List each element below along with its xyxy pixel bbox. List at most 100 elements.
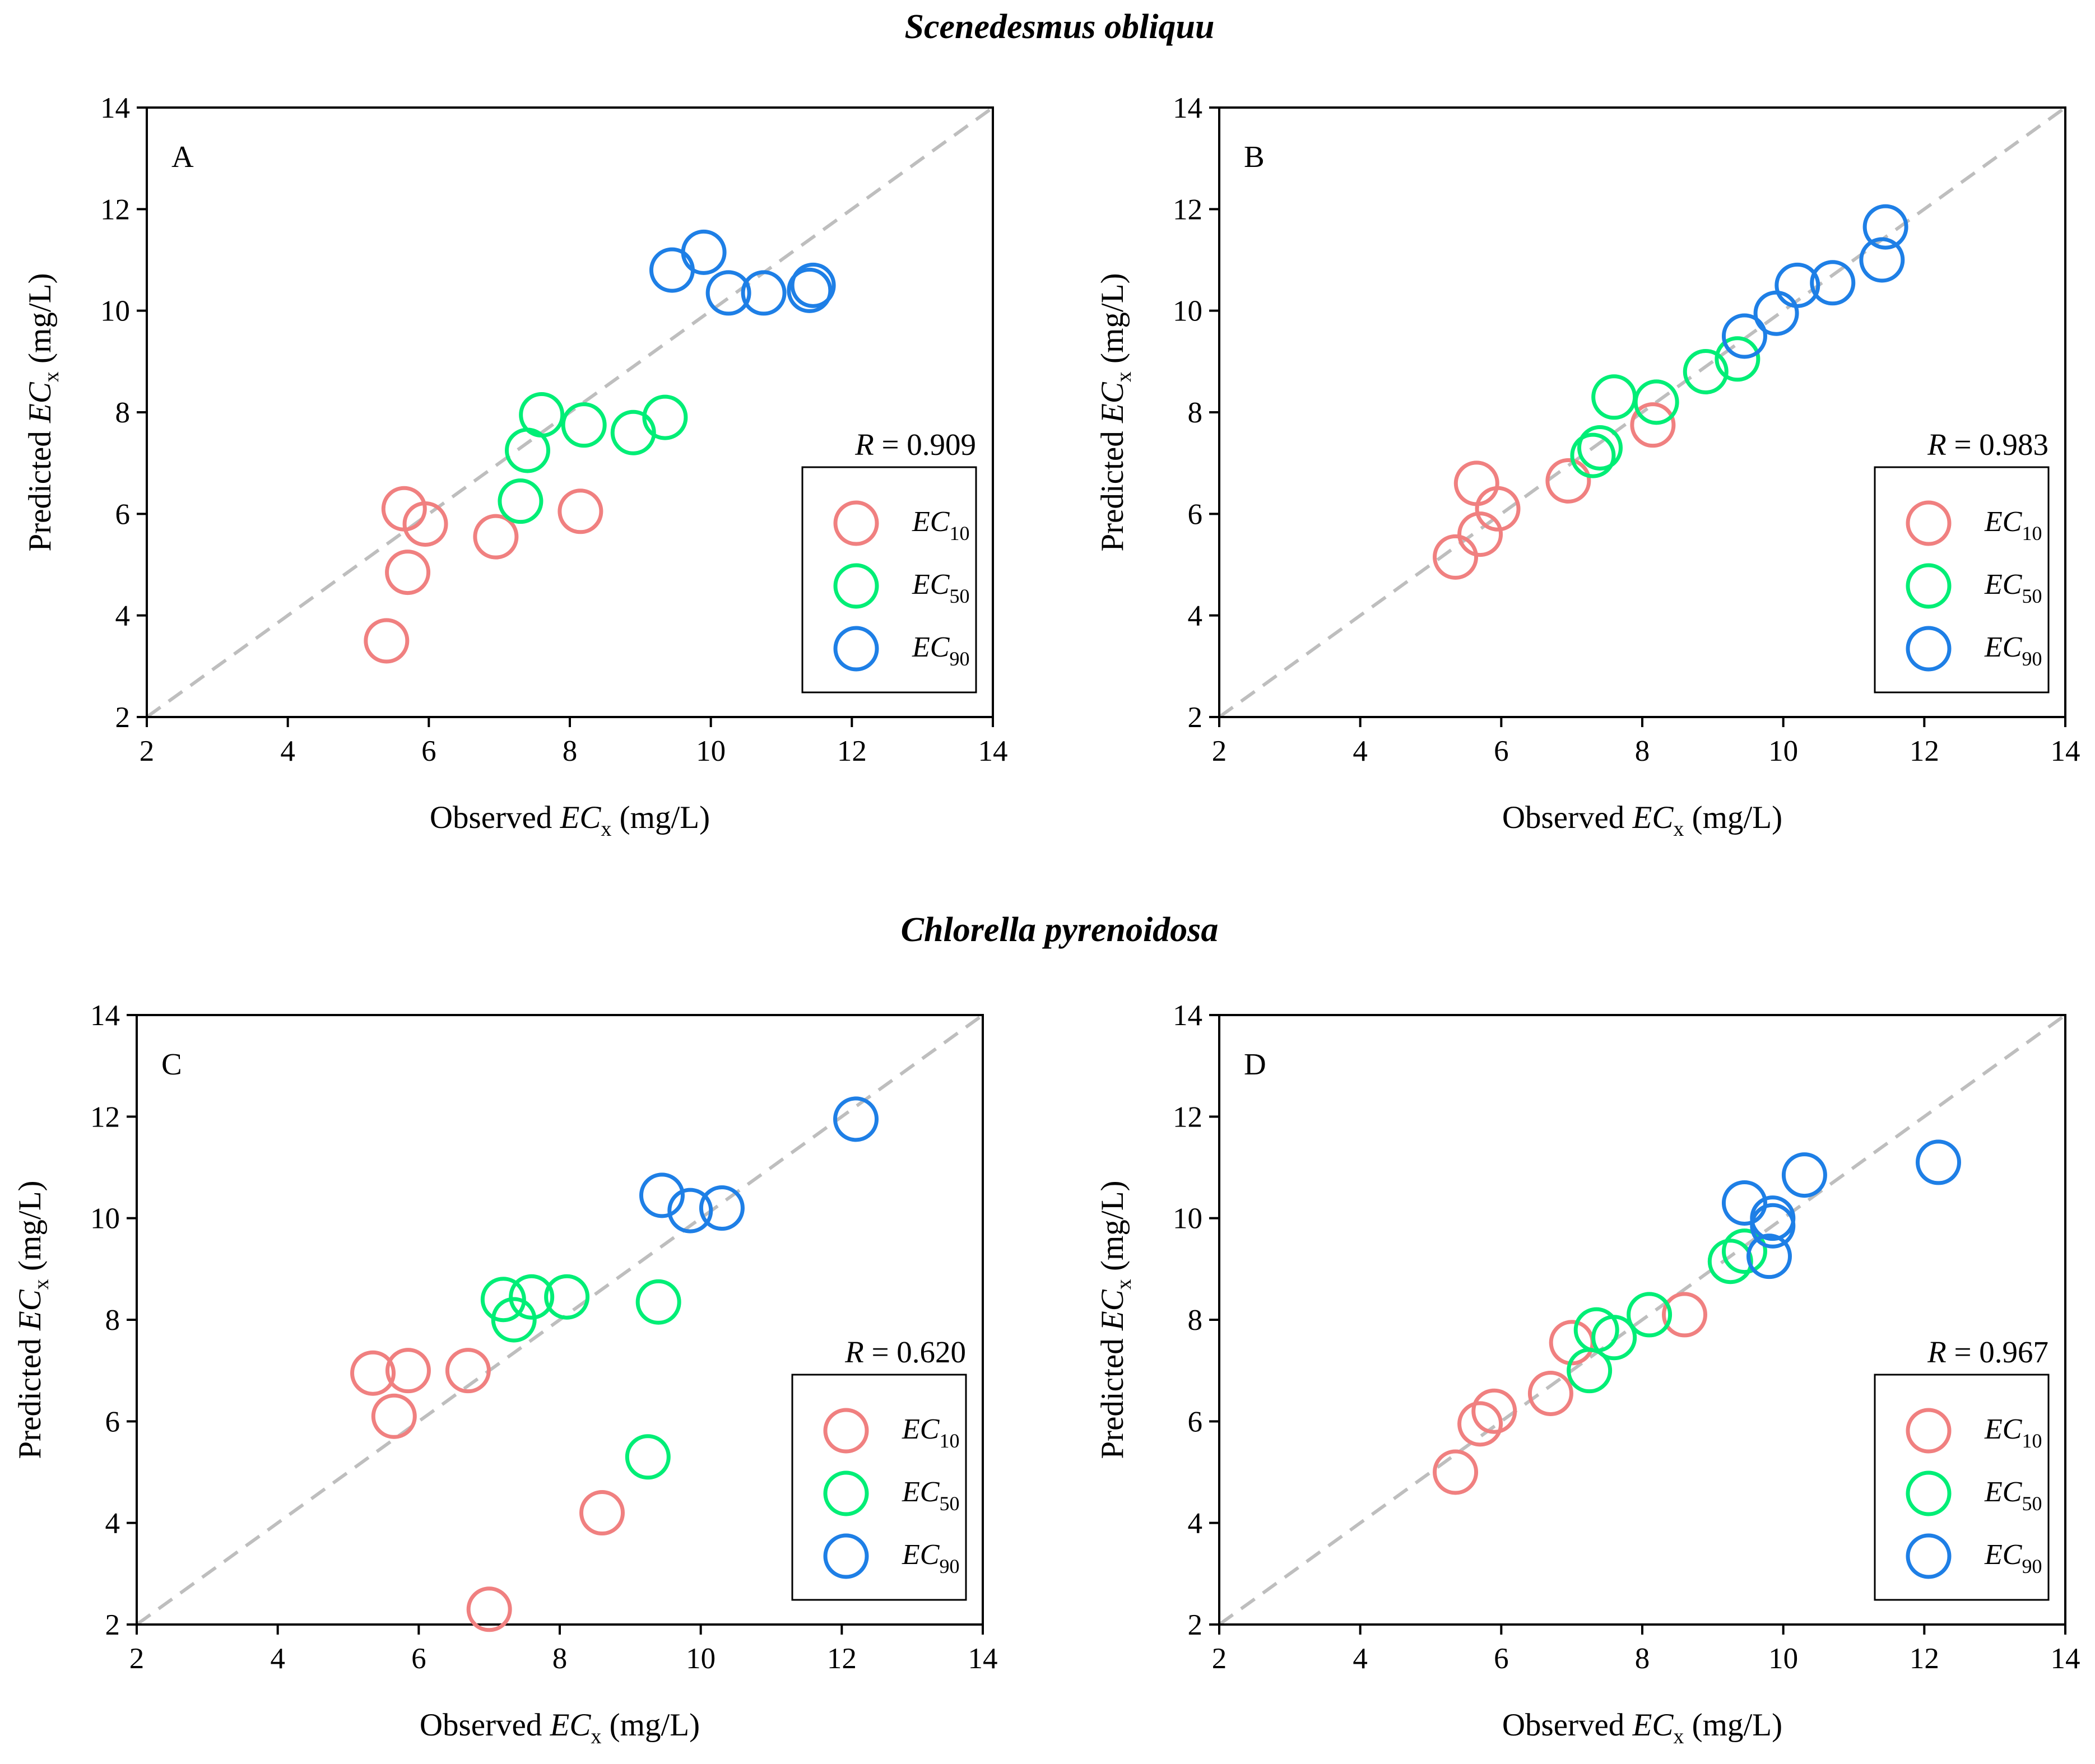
y-tick-label: 6 xyxy=(1188,498,1203,530)
legend-marker-ec90 xyxy=(823,1533,869,1579)
panel-letter: B xyxy=(1244,139,1265,174)
species-title-top: Scenedesmus obliquu xyxy=(905,8,1215,46)
data-point-ec90 xyxy=(705,270,751,316)
r-label: R xyxy=(844,1335,864,1369)
y-tick-label: 10 xyxy=(1173,295,1202,328)
x-axis-label: Observed ECx (mg/L) xyxy=(420,1707,700,1748)
r-label: R xyxy=(854,427,874,462)
y-tick-label: 2 xyxy=(1188,701,1203,734)
y-axis-label-unit: (mg/L) xyxy=(1095,273,1130,371)
y-tick-label: 6 xyxy=(1188,1405,1203,1438)
y-axis-label-ec: EC xyxy=(12,1289,48,1331)
data-point-ec90 xyxy=(639,1172,685,1218)
legend-box xyxy=(801,466,977,694)
x-axis-label-ec: EC xyxy=(1632,1707,1674,1743)
data-point-ec10 xyxy=(1630,402,1676,448)
y-axis-label-subscript: x xyxy=(1112,1279,1136,1290)
legend-label-subscript: 90 xyxy=(2022,648,2042,670)
data-point-ec90 xyxy=(1916,1139,1961,1185)
data-point-ec10 xyxy=(385,550,431,595)
y-axis-label-unit: (mg/L) xyxy=(22,273,58,371)
diagonal-reference-line xyxy=(1218,1013,2066,1626)
y-tick-label: 12 xyxy=(90,1101,120,1133)
series-ec50: EC50 xyxy=(1570,336,2042,609)
data-point-ec90 xyxy=(741,270,787,316)
legend-marker-ec90 xyxy=(833,626,879,672)
y-axis-label: Predicted ECx (mg/L) xyxy=(22,273,63,551)
r-value: R = 0.983 xyxy=(1927,427,2048,462)
x-tick-label: 4 xyxy=(1353,1642,1368,1675)
x-axis-label-unit: (mg/L) xyxy=(611,800,710,835)
data-point-ec10 xyxy=(350,1350,396,1396)
y-tick-label: 2 xyxy=(105,1609,120,1641)
x-tick-label: 8 xyxy=(1635,735,1650,767)
data-point-ec90 xyxy=(1721,1180,1767,1226)
panel-letter: D xyxy=(1244,1047,1266,1081)
series-ec10: EC10 xyxy=(364,486,969,664)
data-point-ec90 xyxy=(1753,290,1799,336)
legend-label-ec: EC xyxy=(1984,1413,2023,1445)
data-point-ec90 xyxy=(1775,262,1820,308)
x-axis-label-ec: EC xyxy=(560,800,602,835)
y-tick-label: 2 xyxy=(1188,1609,1203,1641)
legend-label-ec: EC xyxy=(902,1539,940,1571)
y-tick-label: 10 xyxy=(100,295,130,328)
x-tick-label: 2 xyxy=(1212,735,1227,767)
data-point-ec90 xyxy=(1746,1234,1792,1279)
y-axis-label-subscript: x xyxy=(1112,371,1136,382)
legend-label-ec: EC xyxy=(1984,631,2023,663)
r-number: = 0.983 xyxy=(1947,427,2048,462)
x-axis-label-ec: EC xyxy=(550,1707,592,1743)
y-axis-label-unit: (mg/L) xyxy=(12,1180,48,1279)
data-point-ec50 xyxy=(1627,1292,1673,1338)
data-point-ec50 xyxy=(1721,1228,1767,1274)
legend-marker-ec10 xyxy=(1906,500,1952,546)
legend-box xyxy=(1874,1374,2050,1601)
legend-marker-ec50 xyxy=(833,563,879,609)
legend-marker-ec50 xyxy=(823,1470,869,1516)
legend-label-subscript: 50 xyxy=(2022,585,2042,607)
data-point-ec10 xyxy=(558,488,603,534)
data-point-ec50 xyxy=(1707,1239,1753,1284)
y-axis-label: Predicted ECx (mg/L) xyxy=(1095,273,1136,551)
x-axis-label-subscript: x xyxy=(1673,817,1684,841)
y-axis-label-text: Predicted xyxy=(22,423,58,552)
y-axis-label-ec: EC xyxy=(1095,1289,1130,1331)
y-tick-label: 12 xyxy=(1173,1101,1202,1133)
legend-label-ec90: EC90 xyxy=(912,631,969,670)
x-axis-label-subscript: x xyxy=(1673,1725,1684,1748)
y-tick-label: 12 xyxy=(100,193,130,226)
data-point-ec10 xyxy=(1475,486,1521,532)
x-tick-label: 6 xyxy=(411,1642,426,1675)
x-tick-label: 10 xyxy=(686,1642,716,1675)
y-tick-label: 8 xyxy=(1188,1304,1203,1337)
legend-label-ec10: EC10 xyxy=(1984,1413,2042,1452)
data-point-ec90 xyxy=(649,247,695,293)
x-axis-label-ec: EC xyxy=(1632,800,1674,835)
series-ec10: EC10 xyxy=(1433,402,2042,580)
x-axis-label-text: Observed xyxy=(420,1707,550,1743)
y-tick-label: 14 xyxy=(90,999,120,1032)
data-point-ec10 xyxy=(579,1490,625,1536)
data-point-ec10 xyxy=(364,618,410,664)
series-ec90: EC90 xyxy=(639,1096,959,1579)
data-point-ec90 xyxy=(1810,260,1856,306)
data-point-ec90 xyxy=(790,262,836,308)
x-tick-label: 14 xyxy=(2051,735,2080,767)
legend-label-ec10: EC10 xyxy=(902,1413,959,1452)
x-axis-label: Observed ECx (mg/L) xyxy=(1502,800,1782,841)
data-point-ec50 xyxy=(625,1434,671,1480)
x-tick-label: 6 xyxy=(1494,1642,1509,1675)
legend-label-ec: EC xyxy=(912,631,950,663)
y-tick-label: 14 xyxy=(1173,999,1202,1032)
r-number: = 0.909 xyxy=(874,427,976,462)
r-label: R xyxy=(1927,427,1947,462)
x-tick-label: 8 xyxy=(552,1642,568,1675)
y-tick-label: 4 xyxy=(115,600,131,632)
data-point-ec50 xyxy=(1715,336,1760,382)
data-point-ec10 xyxy=(385,1348,431,1394)
panel-letter: C xyxy=(161,1047,182,1081)
r-number: = 0.967 xyxy=(1947,1335,2048,1369)
